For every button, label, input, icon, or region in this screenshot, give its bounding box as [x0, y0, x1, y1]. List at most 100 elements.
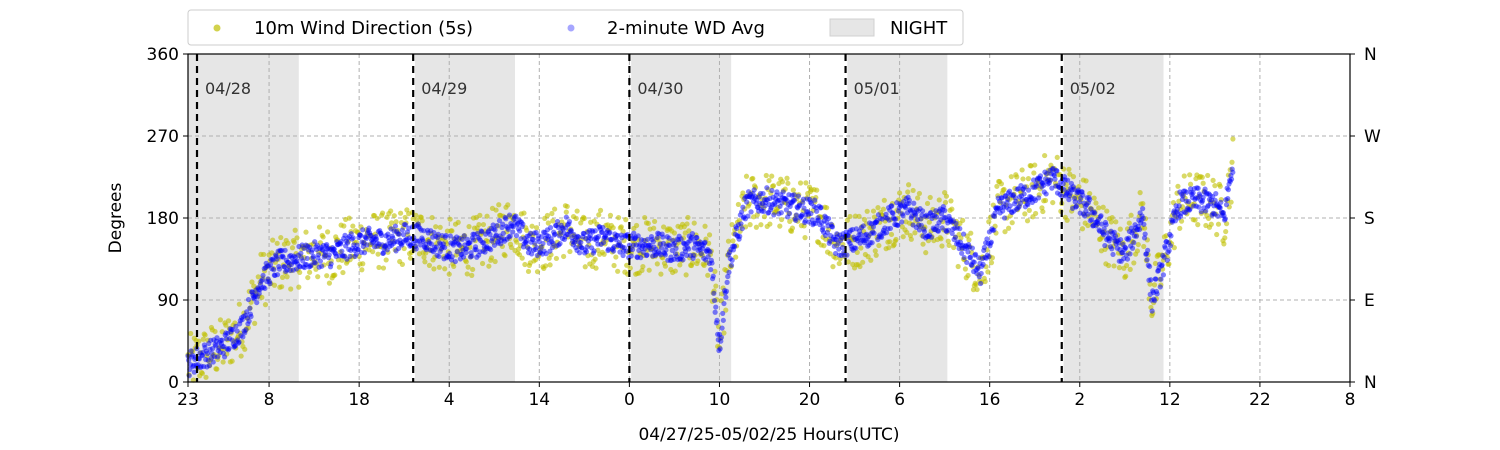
- data-point: [461, 233, 467, 239]
- data-point: [226, 345, 232, 352]
- data-point: [397, 210, 404, 216]
- data-point: [748, 209, 754, 215]
- data-point: [1215, 221, 1222, 227]
- data-point: [326, 280, 333, 286]
- data-point: [492, 227, 498, 233]
- data-point: [244, 309, 250, 315]
- data-point: [447, 233, 453, 239]
- data-point: [739, 226, 745, 232]
- data-point: [292, 227, 298, 233]
- data-point: [203, 374, 209, 380]
- data-point: [847, 213, 853, 220]
- data-point: [750, 175, 756, 182]
- data-point: [339, 257, 345, 263]
- data-point: [447, 216, 453, 222]
- data-point: [926, 219, 932, 225]
- data-point: [771, 212, 777, 218]
- data-point: [214, 335, 220, 341]
- data-point: [1111, 263, 1117, 269]
- data-point: [315, 252, 322, 258]
- data-point: [317, 258, 324, 264]
- data-point: [204, 350, 211, 357]
- data-point: [685, 214, 691, 221]
- data-point: [1160, 272, 1167, 278]
- data-point: [651, 225, 657, 231]
- data-point: [601, 251, 607, 257]
- data-point: [684, 252, 690, 258]
- data-point: [1141, 243, 1147, 250]
- data-point: [652, 218, 658, 225]
- data-point: [1123, 245, 1129, 251]
- data-point: [793, 217, 799, 223]
- data-point: [479, 260, 486, 267]
- data-point: [436, 253, 442, 260]
- y-axis-label: Degrees: [106, 182, 126, 253]
- data-point: [795, 193, 801, 199]
- data-point: [945, 238, 951, 244]
- x-tick-label: 2: [1074, 390, 1085, 410]
- x-tick-label: 10: [709, 390, 731, 410]
- data-point: [660, 234, 666, 240]
- data-point: [982, 278, 988, 285]
- data-point: [779, 179, 786, 185]
- data-point: [1050, 199, 1056, 206]
- data-point: [902, 205, 909, 211]
- data-point: [695, 258, 701, 264]
- data-point: [857, 263, 863, 270]
- data-point: [188, 348, 194, 354]
- data-point: [1184, 189, 1190, 195]
- data-point: [939, 225, 945, 231]
- data-point: [510, 229, 516, 235]
- data-point: [454, 249, 460, 255]
- data-point: [421, 228, 427, 234]
- data-point: [753, 224, 759, 230]
- data-point: [938, 211, 945, 217]
- data-point: [723, 288, 730, 294]
- data-point: [1213, 191, 1219, 197]
- data-point: [603, 235, 609, 241]
- data-point: [538, 244, 544, 251]
- data-point: [520, 221, 526, 227]
- data-point: [706, 232, 713, 238]
- data-point: [708, 266, 714, 273]
- data-point: [916, 190, 923, 197]
- data-point: [769, 173, 775, 179]
- data-point: [1109, 214, 1115, 221]
- data-point: [341, 223, 347, 229]
- data-point: [718, 334, 725, 340]
- data-point: [933, 208, 939, 214]
- data-point: [818, 204, 824, 210]
- data-point: [658, 271, 664, 277]
- day-marker-label: 04/30: [637, 79, 683, 98]
- data-point: [1101, 226, 1107, 232]
- data-point: [561, 253, 567, 260]
- data-point: [1083, 178, 1089, 184]
- data-point: [733, 254, 739, 260]
- data-point: [921, 228, 928, 235]
- data-point: [705, 254, 711, 260]
- data-point: [689, 231, 696, 237]
- data-point: [942, 207, 948, 214]
- data-point: [972, 251, 979, 257]
- data-point: [463, 259, 469, 265]
- data-point: [803, 180, 809, 186]
- data-point: [1040, 208, 1046, 215]
- data-point: [962, 266, 968, 272]
- data-point: [529, 223, 535, 229]
- data-point: [691, 252, 697, 258]
- data-point: [1088, 217, 1095, 223]
- data-point: [618, 224, 624, 230]
- data-point: [1025, 202, 1031, 208]
- data-point: [274, 240, 280, 246]
- data-point: [567, 248, 573, 255]
- data-point: [723, 307, 729, 313]
- data-point: [1151, 282, 1158, 288]
- data-point: [1020, 176, 1026, 182]
- data-point: [534, 269, 541, 275]
- data-point: [955, 263, 961, 270]
- data-point: [350, 235, 356, 241]
- data-point: [905, 189, 911, 195]
- data-point: [1092, 210, 1098, 216]
- data-point: [252, 320, 258, 326]
- data-point: [906, 197, 912, 203]
